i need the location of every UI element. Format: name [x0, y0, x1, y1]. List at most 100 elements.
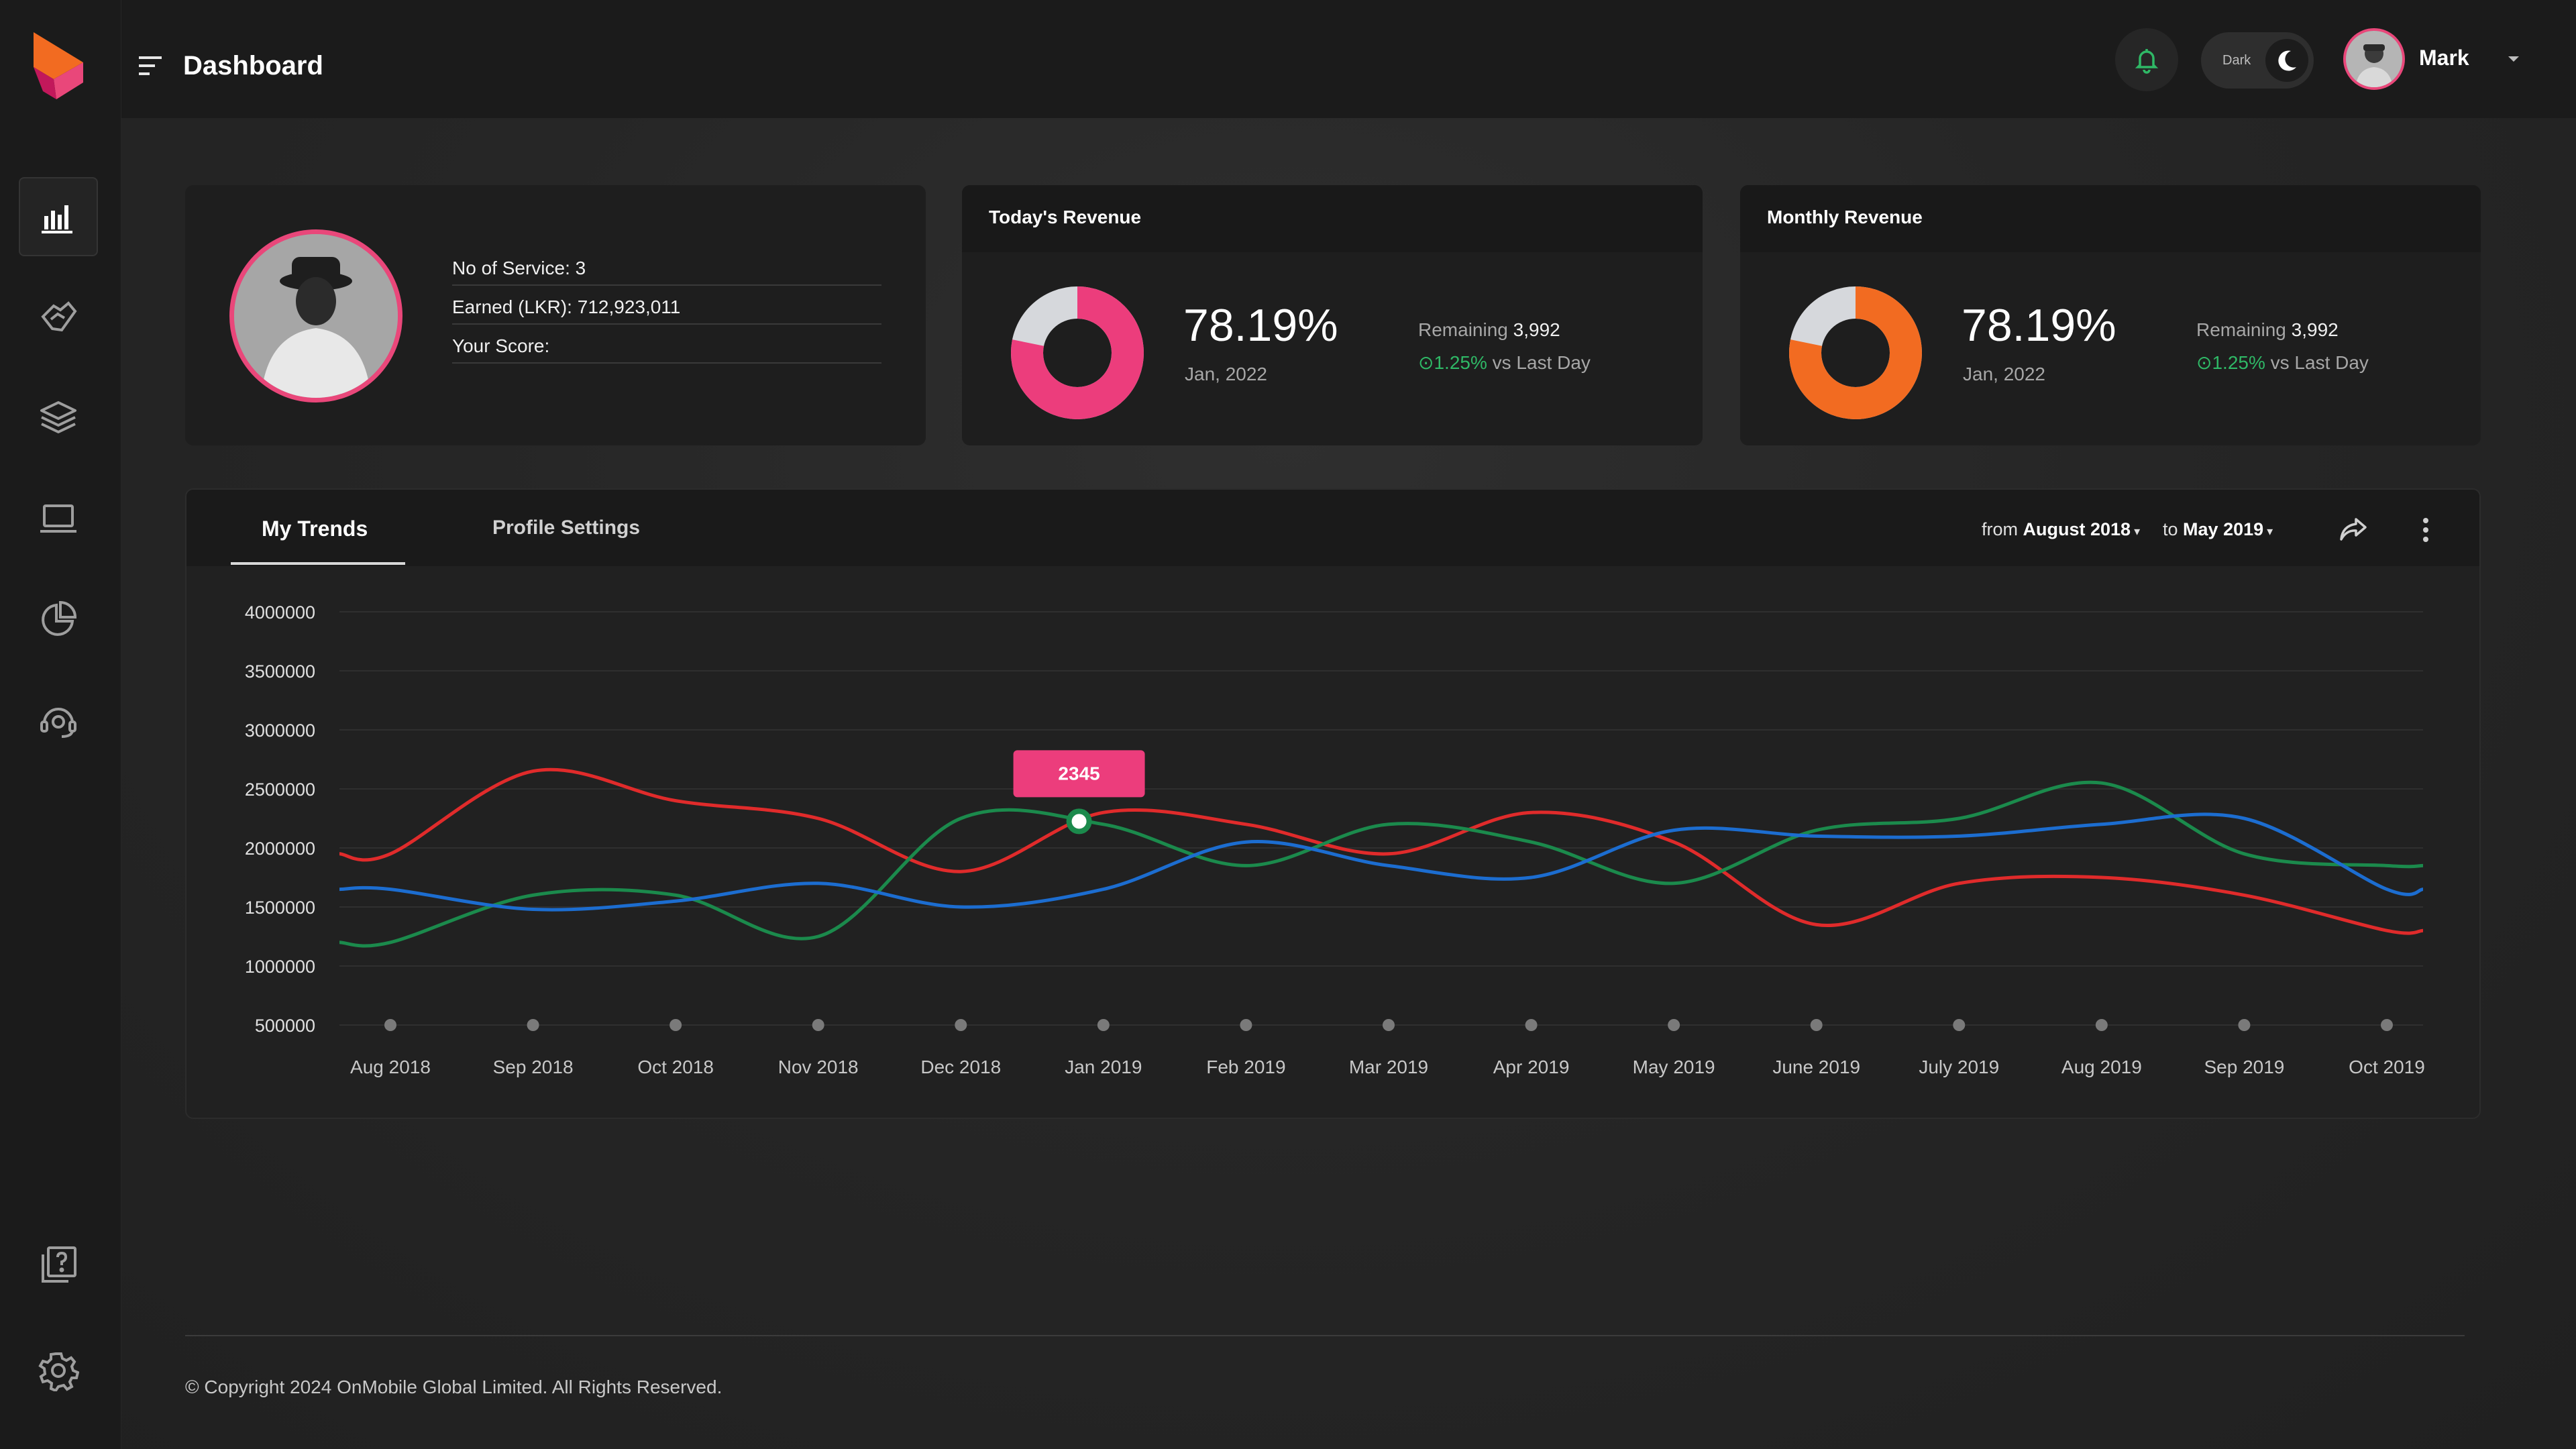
remaining-value: 3,992 [2291, 319, 2339, 340]
series-line-2 [339, 812, 2424, 912]
donut-value-arc [1011, 286, 1144, 419]
gear-icon [38, 1352, 79, 1391]
service-count: No of Service: 3 [452, 247, 881, 286]
page-title: Dashboard [183, 51, 323, 80]
handshake-icon [41, 301, 77, 332]
range-from-value: August 2018 [2023, 519, 2131, 539]
x-tick-label: Oct 2018 [637, 1057, 714, 1077]
trends-header: My Trends Profile Settings from August 2… [186, 490, 2479, 566]
change-text: ⊙1.25% vs Last Day [1418, 352, 1591, 374]
remaining-value: 3,992 [1513, 319, 1560, 340]
tab-profile-settings[interactable]: Profile Settings [492, 517, 641, 539]
profile-avatar [229, 229, 402, 402]
sidebar-item-settings[interactable] [19, 1331, 98, 1410]
layers-icon [40, 401, 76, 433]
x-tick-dot [1383, 1019, 1395, 1031]
x-tick-label: Aug 2019 [2061, 1057, 2142, 1077]
range-from-label: from [1982, 519, 2018, 539]
date-range-to[interactable]: to May 2019 ▾ [2163, 519, 2273, 540]
trends-card: My Trends Profile Settings from August 2… [185, 488, 2481, 1119]
trends-line-chart: 4000000 3500000 3000000 2500000 2000000 15000… [245, 602, 2425, 1077]
range-to-value: May 2019 [2183, 519, 2264, 539]
donut-chart [1011, 286, 1144, 419]
sidebar-item-devices[interactable] [19, 479, 98, 558]
x-tick-dot [2095, 1019, 2108, 1031]
x-tick-dot [1097, 1019, 1110, 1031]
y-tick-label: 3500000 [245, 661, 315, 682]
x-tick-label: Nov 2018 [778, 1057, 859, 1077]
sidebar-item-dashboard[interactable] [19, 177, 98, 256]
sidebar-item-help[interactable] [19, 1225, 98, 1304]
tab-my-trends[interactable]: My Trends [262, 517, 368, 541]
earned-amount: Earned (LKR): 712,923,011 [452, 286, 881, 325]
x-tick-dot [1953, 1019, 1966, 1031]
date-range-from[interactable]: from August 2018 ▾ [1982, 519, 2140, 540]
chevron-down-icon: ▾ [2131, 525, 2141, 538]
theme-label: Dark [2222, 53, 2251, 68]
x-tick-dot [1525, 1019, 1538, 1031]
user-photo [2346, 31, 2402, 87]
remaining-label: Remaining [1418, 319, 1508, 340]
donut-chart [1789, 286, 1922, 419]
change-suffix: vs Last Day [1492, 352, 1591, 373]
change-value: 1.25% [2212, 352, 2265, 373]
tooltip-box [1013, 750, 1145, 798]
revenue-date: Jan, 2022 [1963, 364, 2045, 384]
x-tick-label: May 2019 [1633, 1057, 1715, 1077]
chevron-down-icon: ▾ [2263, 525, 2273, 538]
top-header: Dashboard Dark Mark [121, 0, 2576, 118]
sidebar-item-reports[interactable] [19, 580, 98, 659]
x-tick-dot [1240, 1019, 1252, 1031]
theme-toggle[interactable]: Dark [2201, 32, 2314, 89]
footer-divider [185, 1335, 2465, 1336]
tooltip-point[interactable] [1066, 808, 1092, 835]
remaining-text: Remaining 3,992 [1418, 319, 1560, 341]
profile-photo [234, 234, 398, 398]
range-to-label: to [2163, 519, 2178, 539]
bell-icon [2135, 49, 2159, 74]
x-tick-label: Jan 2019 [1065, 1057, 1142, 1077]
chevron-down-icon[interactable] [2506, 52, 2522, 66]
y-tick-label: 1500000 [245, 898, 315, 918]
x-tick-label: July 2019 [1919, 1057, 1999, 1077]
revenue-date: Jan, 2022 [1185, 364, 1267, 384]
x-tick-label: Feb 2019 [1206, 1057, 1285, 1077]
sidebar-item-partners[interactable] [19, 278, 98, 357]
x-tick-dot [955, 1019, 967, 1031]
profile-card: No of Service: 3 Earned (LKR): 712,923,0… [185, 185, 926, 445]
y-tick-label: 4000000 [245, 602, 315, 623]
x-tick-label: Mar 2019 [1349, 1057, 1428, 1077]
moon-icon [2278, 50, 2296, 71]
remaining-text: Remaining 3,992 [2196, 319, 2339, 341]
app-logo-icon[interactable] [34, 32, 83, 99]
x-tick-label: Oct 2019 [2349, 1057, 2425, 1077]
x-tick-dot [1810, 1019, 1823, 1031]
sidebar-item-layers[interactable] [19, 378, 98, 458]
x-tick-label: June 2019 [1772, 1057, 1860, 1077]
y-tick-label: 1000000 [245, 957, 315, 977]
user-avatar[interactable] [2343, 28, 2405, 90]
menu-icon[interactable] [138, 54, 164, 78]
revenue-percent: 78.19% [1962, 300, 2116, 351]
notifications-button[interactable] [2115, 28, 2178, 91]
remaining-label: Remaining [2196, 319, 2286, 340]
x-tick-dot [2238, 1019, 2251, 1031]
more-options-icon[interactable] [2420, 515, 2431, 545]
x-tick-label: Apr 2019 [1493, 1057, 1570, 1077]
arrow-up-circle-icon: ⊙ [1418, 352, 1434, 373]
sidebar-item-support[interactable] [19, 680, 98, 759]
help-book-icon [42, 1246, 76, 1283]
share-icon[interactable] [2339, 515, 2368, 542]
change-text: ⊙1.25% vs Last Day [2196, 352, 2369, 374]
pie-chart-icon [42, 600, 77, 636]
laptop-icon [40, 504, 76, 533]
monthly-revenue-card: Monthly Revenue 78.19% Jan, 2022 Remaini… [1740, 185, 2481, 445]
change-value: 1.25% [1434, 352, 1487, 373]
revenue-percent: 78.19% [1183, 300, 1338, 351]
x-tick-dot [812, 1019, 824, 1031]
x-tick-label: Sep 2019 [2204, 1057, 2284, 1077]
user-name[interactable]: Mark [2419, 46, 2469, 70]
todays-revenue-card: Today's Revenue 78.19% Jan, 2022 Remaini… [962, 185, 1703, 445]
y-tick-label: 3000000 [245, 720, 315, 741]
x-tick-dot [669, 1019, 682, 1031]
